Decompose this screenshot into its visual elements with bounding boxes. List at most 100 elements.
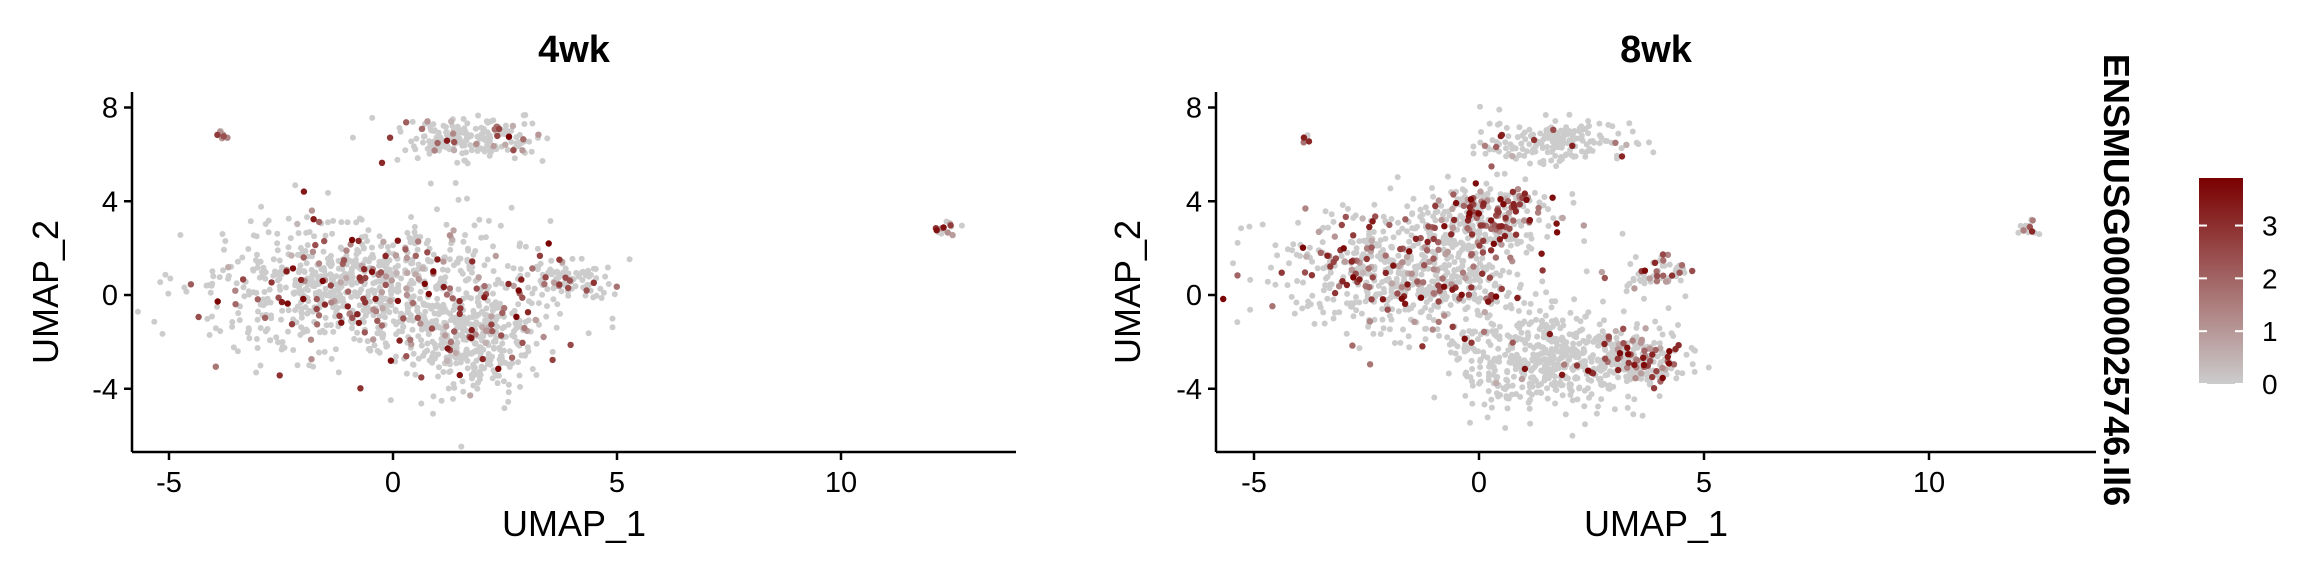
cell-point [411,223,418,230]
cell-point [413,135,420,142]
cell-point [1399,259,1406,266]
cell-point [543,313,550,320]
cell-point [1668,272,1676,279]
cell-point [1632,375,1639,382]
cell-point [289,265,297,272]
cell-point [1487,342,1494,348]
cell-point [1454,356,1461,363]
cell-point [468,147,475,154]
cell-point [1521,318,1528,325]
cell-point [285,244,292,251]
cell-point [1652,346,1659,354]
cell-point [1538,381,1544,388]
cell-point [1465,291,1473,298]
cell-point [1426,313,1433,320]
cell-point [1600,298,1606,305]
cell-point [435,351,442,358]
cell-point [1492,293,1500,300]
cell-point [1573,362,1581,369]
cell-point [1359,269,1367,276]
cell-point [462,232,469,238]
cell-point [1536,199,1543,206]
cell-point [368,268,376,275]
cell-point [495,365,502,372]
legend-colorbar [2199,178,2243,384]
cell-point [557,310,563,317]
cell-point [533,340,540,347]
cell-point [1418,271,1425,278]
cell-point [476,216,483,223]
cell-point [1550,145,1557,152]
cell-point [1581,238,1588,245]
cell-point [1388,280,1396,287]
cell-point [1430,290,1437,297]
cell-point [388,282,395,289]
cell-point [1522,346,1529,353]
cell-point [469,258,476,265]
cell-point [1409,210,1416,217]
cell-point [296,290,303,297]
cell-point [298,314,305,321]
cell-point [1666,348,1673,355]
cell-point [1611,406,1618,413]
cell-point [407,336,414,343]
cell-point [2036,231,2043,238]
cell-point [1588,355,1595,362]
cell-point [1659,251,1667,258]
cell-point [276,372,283,379]
cell-point [414,314,421,321]
cell-point [613,283,620,290]
cell-point [1477,378,1484,385]
cell-point [1466,278,1473,285]
cell-point [394,156,401,163]
cell-point [463,277,470,284]
cell-point [1501,232,1509,240]
cell-point [470,382,477,389]
cell-point [1420,279,1427,286]
cell-point [1343,281,1351,289]
cell-point [1406,238,1413,245]
cell-point [415,333,422,340]
cell-point [1417,206,1424,213]
panel-title: 4wk [538,29,611,71]
cell-point [414,246,421,253]
cell-point [1521,190,1529,197]
cell-point [1585,130,1592,137]
y-tick-label: 0 [1186,280,1202,312]
cell-point [362,299,369,306]
cell-point [481,365,488,372]
cell-point [1269,303,1276,310]
cell-point [505,133,513,140]
cell-point [1484,354,1491,361]
cell-point [473,357,480,364]
cell-point [1317,304,1324,311]
cell-point [1401,300,1409,307]
cell-point [1516,201,1524,208]
cell-point [499,340,506,347]
cell-point [360,319,367,325]
cell-point [609,324,616,331]
x-tick-label: -5 [1241,467,1267,499]
cell-point [2020,227,2027,234]
cell-point [1302,205,1309,212]
cell-point [1504,405,1511,412]
cell-point [1673,375,1680,382]
cell-point [417,320,424,327]
cell-point [473,285,480,292]
cell-point [437,134,444,141]
cell-point [1331,233,1339,240]
cell-point [1528,245,1535,252]
x-tick-label: 0 [385,467,401,499]
cell-point [1542,312,1549,319]
cell-point [1488,404,1495,411]
cell-point [1664,353,1672,361]
cell-point [1522,176,1529,183]
cell-point [554,301,561,308]
cell-point [296,282,303,289]
cell-point [336,312,343,319]
cell-point [441,332,449,339]
cell-point [500,378,507,385]
cell-point [1293,299,1300,306]
cell-point [533,372,540,378]
cell-point [1615,130,1622,137]
